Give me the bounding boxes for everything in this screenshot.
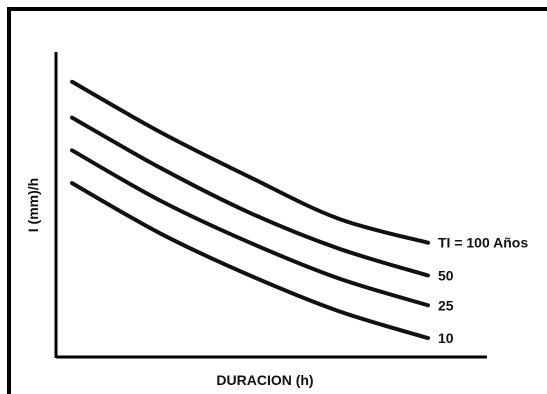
x-axis-label: DURACION (h) (216, 372, 313, 388)
frame-top-border (7, 7, 547, 11)
series-line-3 (70, 181, 430, 341)
series-line-0 (70, 79, 430, 245)
series-line-1 (70, 115, 430, 278)
frame-left-border (7, 7, 11, 394)
series-label-0: TI = 100 Años (438, 235, 528, 251)
series-label-layer: TI = 100 Años 50 25 10 (438, 235, 528, 346)
series-label-2: 25 (438, 297, 454, 313)
series-label-3: 10 (438, 330, 454, 346)
series-line-2 (70, 148, 430, 308)
series-layer (70, 79, 430, 341)
series-label-1: 50 (438, 268, 454, 284)
y-axis-label: I (mm)/h (25, 178, 41, 232)
